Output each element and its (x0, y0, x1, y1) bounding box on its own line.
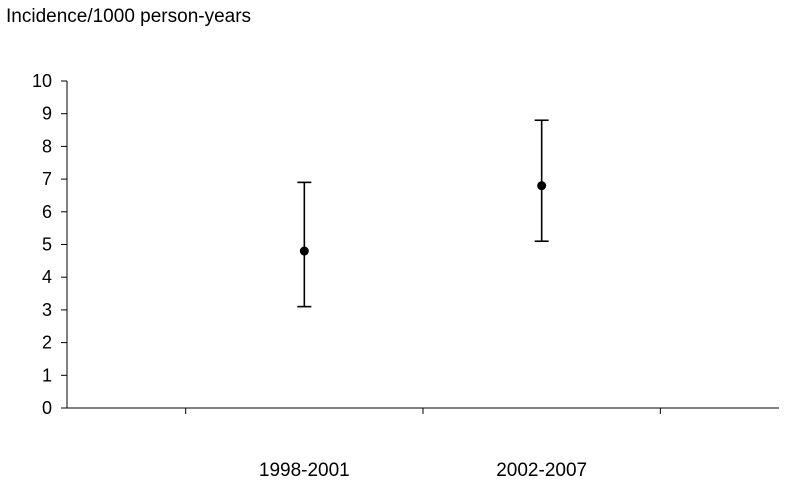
y-tick-label: 10 (32, 71, 52, 91)
y-axis-label: Incidence/1000 person-years (6, 6, 251, 27)
y-tick-label: 5 (42, 235, 52, 255)
data-marks (297, 119, 549, 308)
y-tick-label: 3 (42, 300, 52, 320)
data-point (537, 181, 547, 191)
y-tick-label: 2 (42, 333, 52, 353)
y-tick-label: 6 (42, 202, 52, 222)
x-tick-label: 1998-2001 (259, 460, 350, 481)
y-tick-label: 4 (42, 267, 52, 287)
x-tick-label: 2002-2007 (496, 460, 587, 481)
y-ticks: 0 1 2 3 4 5 6 7 8 9 10 (32, 71, 67, 418)
y-tick-label: 7 (42, 169, 52, 189)
y-tick-label: 8 (42, 136, 52, 156)
data-point (299, 246, 309, 256)
y-tick-label: 9 (42, 104, 52, 124)
y-tick-label: 0 (42, 398, 52, 418)
axes (66, 81, 779, 409)
x-ticks: 1998-2001 2002-2007 (185, 408, 661, 481)
y-tick-label: 1 (42, 365, 52, 385)
